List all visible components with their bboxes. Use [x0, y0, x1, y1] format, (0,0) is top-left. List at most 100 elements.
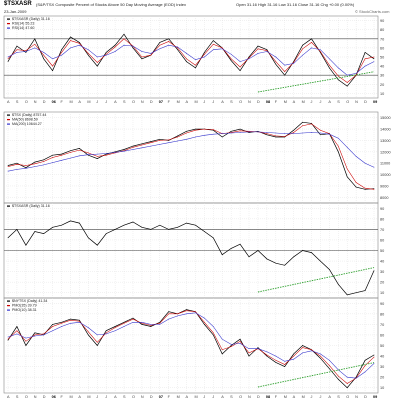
data-point: [123, 38, 125, 40]
data-point: [257, 53, 259, 54]
data-point: [302, 44, 303, 46]
data-point: [70, 36, 71, 38]
data-point: [79, 222, 80, 224]
x-month-label: S: [230, 100, 233, 104]
data-point: [114, 330, 116, 332]
data-point: [346, 376, 348, 378]
data-point: [284, 71, 286, 72]
x-month-label: F: [275, 395, 278, 399]
data-point: [177, 226, 178, 228]
data-point: [79, 321, 80, 323]
data-point: [248, 131, 250, 133]
data-point: [293, 129, 295, 131]
data-point: [70, 40, 71, 41]
data-point: [239, 343, 241, 344]
x-month-label: S: [337, 100, 340, 104]
data-point: [302, 345, 303, 346]
data-point: [141, 322, 143, 324]
x-month-label: D: [364, 395, 367, 399]
x-month-label: J: [212, 100, 214, 104]
data-point: [123, 44, 125, 46]
data-point: [329, 133, 330, 134]
data-point: [302, 54, 303, 56]
data-point: [266, 132, 268, 133]
data-point: [105, 333, 107, 335]
data-point: [346, 146, 348, 148]
data-point: [159, 321, 161, 323]
data-point: [105, 330, 107, 332]
data-point: [43, 159, 45, 161]
y-tick-label: 80: [380, 312, 384, 316]
data-point: [25, 337, 27, 339]
data-point: [96, 341, 98, 343]
data-point: [355, 292, 357, 294]
x-month-label: N: [248, 395, 251, 399]
data-point: [79, 320, 80, 322]
legend-entry: $TSXASR (Daily) 31.16: [12, 204, 50, 208]
data-point: [70, 319, 71, 321]
data-point: [105, 332, 107, 334]
data-point: [266, 49, 268, 51]
data-point: [230, 345, 232, 346]
y-tick-label: 70: [380, 37, 384, 41]
legend-swatch: [7, 23, 10, 25]
data-point: [34, 335, 36, 337]
data-point: [346, 82, 348, 83]
data-point: [275, 362, 277, 363]
x-month-label: D: [150, 100, 153, 104]
data-point: [293, 61, 295, 62]
x-month-label: J: [203, 100, 205, 104]
data-point: [52, 58, 53, 60]
x-month-label: O: [346, 395, 349, 399]
data-point: [212, 326, 214, 327]
data-point: [34, 166, 36, 167]
y-tick-label: 20: [380, 83, 384, 87]
data-point: [221, 349, 223, 351]
y-tick-label: 80: [380, 28, 384, 32]
y-tick-label: 9000: [380, 184, 388, 188]
data-point: [96, 65, 98, 67]
x-month-label: A: [293, 395, 296, 399]
data-point: [320, 129, 321, 131]
data-point: [230, 132, 232, 133]
data-point: [105, 153, 107, 154]
data-point: [186, 222, 187, 224]
x-month-label: M: [177, 395, 180, 399]
y-tick-label: 10000: [380, 173, 391, 177]
series-line: [7, 121, 375, 190]
series-line: [7, 38, 375, 83]
data-point: [123, 149, 125, 150]
data-point: [266, 258, 268, 260]
data-point: [239, 70, 241, 72]
x-month-label: M: [69, 395, 72, 399]
data-point: [186, 130, 187, 132]
data-point: [364, 365, 366, 366]
data-point: [70, 318, 71, 320]
data-point: [177, 47, 178, 49]
data-point: [257, 45, 259, 47]
x-month-label: N: [34, 100, 37, 104]
x-month-label: J: [311, 395, 313, 399]
x-month-label: O: [346, 100, 349, 104]
x-month-label: O: [239, 395, 242, 399]
data-point: [114, 326, 116, 327]
x-month-label: N: [355, 100, 358, 104]
x-month-label: D: [257, 100, 260, 104]
data-point: [25, 165, 27, 166]
data-point: [186, 58, 187, 60]
series-line: [7, 44, 375, 76]
data-point: [79, 149, 80, 151]
data-point: [186, 309, 187, 310]
legend-swatch: [7, 123, 10, 125]
x-month-label: 07: [159, 100, 163, 104]
data-point: [337, 283, 339, 285]
data-point: [43, 164, 45, 166]
data-point: [239, 130, 241, 132]
data-point: [311, 350, 312, 352]
data-point: [61, 322, 62, 324]
data-point: [266, 133, 268, 134]
data-point: [43, 54, 45, 56]
data-point: [159, 140, 161, 141]
data-point: [87, 334, 89, 336]
data-point: [105, 52, 107, 53]
